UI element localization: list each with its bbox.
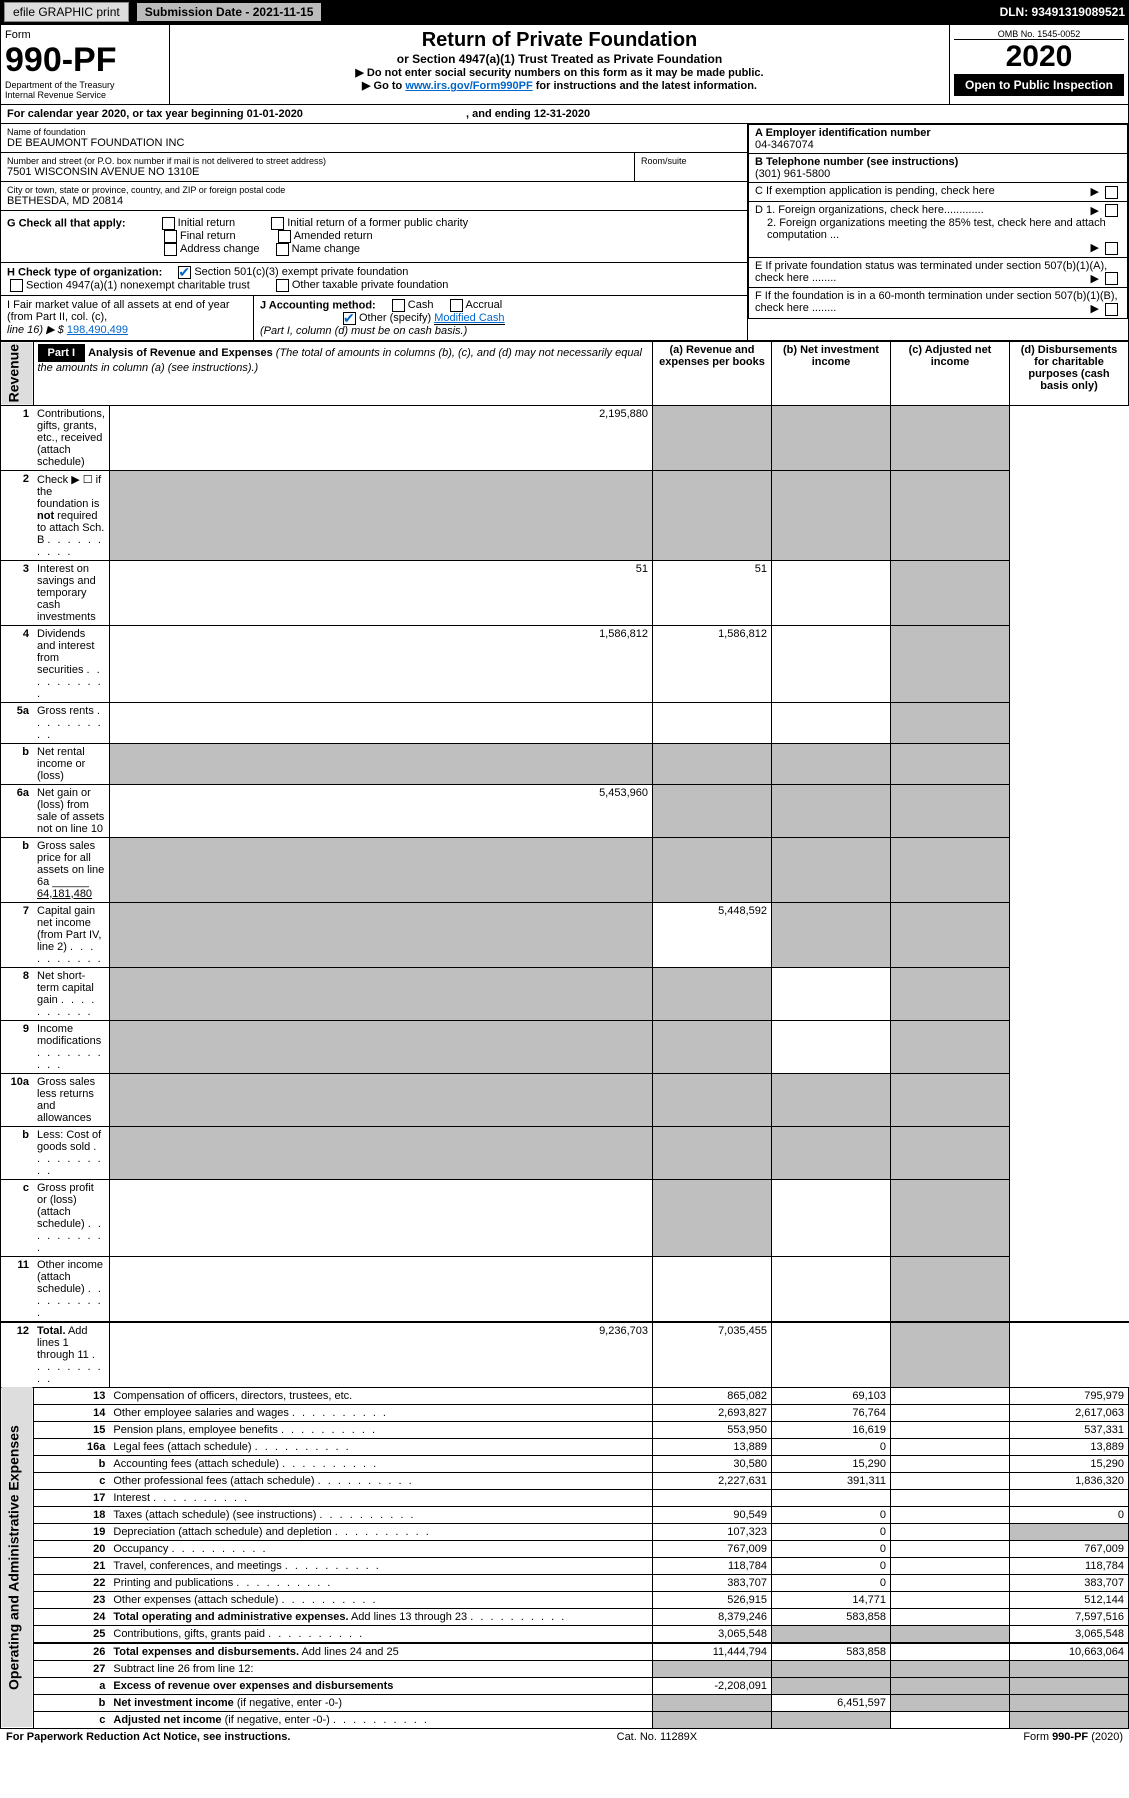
g-address-checkbox[interactable]: [164, 243, 177, 256]
table-row: aExcess of revenue over expenses and dis…: [1, 1677, 1129, 1694]
table-row: 7Capital gain net income (from Part IV, …: [1, 902, 1129, 967]
table-row: 19Depreciation (attach schedule) and dep…: [1, 1523, 1129, 1540]
instr-ssn: ▶ Do not enter social security numbers o…: [174, 66, 945, 79]
footer: For Paperwork Reduction Act Notice, see …: [0, 1729, 1129, 1745]
table-row: bGross sales price for all assets on lin…: [1, 837, 1129, 902]
table-row: 17Interest: [1, 1489, 1129, 1506]
h-501c3-checkbox[interactable]: [178, 266, 191, 279]
j-accrual-checkbox[interactable]: [450, 299, 463, 312]
col-a: (a) Revenue and expenses per books: [653, 342, 772, 405]
address: 7501 WISCONSIN AVENUE NO 1310E: [7, 166, 628, 178]
form-number: 990-PF: [5, 41, 165, 80]
open-public: Open to Public Inspection: [954, 74, 1124, 96]
table-row: 20Occupancy 767,0090767,009: [1, 1540, 1129, 1557]
box-j: J Accounting method: Cash Accrual Other …: [254, 296, 747, 340]
dept: Department of the Treasury: [5, 80, 165, 90]
table-row: 25Contributions, gifts, grants paid 3,06…: [1, 1625, 1129, 1643]
table-row: 15Pension plans, employee benefits 553,9…: [1, 1421, 1129, 1438]
table-row: 26Total expenses and disbursements. Add …: [1, 1643, 1129, 1661]
box-i: I Fair market value of all assets at end…: [1, 296, 254, 340]
expenses-sidebar: Operating and Administrative Expenses: [1, 1387, 34, 1728]
addr-label: Number and street (or P.O. box number if…: [7, 156, 628, 166]
col-d: (d) Disbursements for charitable purpose…: [1010, 342, 1129, 405]
j-specify[interactable]: Modified Cash: [434, 312, 504, 325]
j-other-checkbox[interactable]: [343, 312, 356, 325]
d2-checkbox[interactable]: [1105, 242, 1118, 255]
part1-table: Revenue Part I Analysis of Revenue and E…: [0, 341, 1129, 1728]
table-row: 10aGross sales less returns and allowanc…: [1, 1073, 1129, 1126]
submission-date: Submission Date - 2021-11-15: [137, 3, 322, 21]
table-row: cOther professional fees (attach schedul…: [1, 1472, 1129, 1489]
part1-label: Part I: [38, 344, 86, 362]
table-row: 6aNet gain or (loss) from sale of assets…: [1, 784, 1129, 837]
table-row: bNet investment income (if negative, ent…: [1, 1694, 1129, 1711]
g-amended-checkbox[interactable]: [278, 230, 291, 243]
top-bar: efile GRAPHIC print Submission Date - 20…: [0, 0, 1129, 24]
table-row: 16aLegal fees (attach schedule) 13,88901…: [1, 1438, 1129, 1455]
table-row: 1Contributions, gifts, grants, etc., rec…: [1, 405, 1129, 470]
table-row: bAccounting fees (attach schedule) 30,58…: [1, 1455, 1129, 1472]
table-row: 9Income modifications: [1, 1020, 1129, 1073]
table-row: bNet rental income or (loss): [1, 743, 1129, 784]
d1-checkbox[interactable]: [1105, 204, 1118, 217]
dln: DLN: 93491319089521: [1000, 5, 1125, 19]
revenue-sidebar: Revenue: [1, 342, 34, 405]
g-name-checkbox[interactable]: [276, 243, 289, 256]
instr-goto: ▶ Go to www.irs.gov/Form990PF for instru…: [174, 79, 945, 92]
col-b: (b) Net investment income: [772, 342, 891, 405]
table-row: cGross profit or (loss) (attach schedule…: [1, 1179, 1129, 1256]
room-label: Room/suite: [641, 156, 741, 166]
irs-link[interactable]: www.irs.gov/Form990PF: [405, 80, 532, 92]
f-checkbox[interactable]: [1105, 303, 1118, 316]
table-row: 23Other expenses (attach schedule) 526,9…: [1, 1591, 1129, 1608]
table-row: bLess: Cost of goods sold: [1, 1126, 1129, 1179]
g-initial-checkbox[interactable]: [162, 217, 175, 230]
box-h: H Check type of organization: Section 50…: [1, 262, 747, 295]
e-checkbox[interactable]: [1105, 272, 1118, 285]
tax-year: 2020: [954, 40, 1124, 74]
j-cash-checkbox[interactable]: [392, 299, 405, 312]
name-label: Name of foundation: [7, 127, 741, 137]
irs: Internal Revenue Service: [5, 90, 165, 100]
table-row: 18Taxes (attach schedule) (see instructi…: [1, 1506, 1129, 1523]
table-row: cAdjusted net income (if negative, enter…: [1, 1711, 1129, 1728]
table-row: 14Other employee salaries and wages 2,69…: [1, 1404, 1129, 1421]
table-row: 21Travel, conferences, and meetings 118,…: [1, 1557, 1129, 1574]
g-final-checkbox[interactable]: [164, 230, 177, 243]
form-label: Form: [5, 29, 165, 41]
table-row: 2Check ▶ ☐ if the foundation is not requ…: [1, 470, 1129, 560]
h-other-checkbox[interactable]: [276, 279, 289, 292]
table-row: 27Subtract line 26 from line 12:: [1, 1660, 1129, 1677]
c-checkbox[interactable]: [1105, 186, 1118, 199]
table-row: 22Printing and publications 383,7070383,…: [1, 1574, 1129, 1591]
city: BETHESDA, MD 20814: [7, 195, 741, 207]
calendar-year: For calendar year 2020, or tax year begi…: [0, 105, 1129, 124]
table-row: 12Total. Add lines 1 through 11 9,236,70…: [1, 1322, 1129, 1388]
table-row: 24Total operating and administrative exp…: [1, 1608, 1129, 1625]
table-row: 3Interest on savings and temporary cash …: [1, 560, 1129, 625]
table-row: 5aGross rents: [1, 702, 1129, 743]
table-row: 11Other income (attach schedule): [1, 1256, 1129, 1322]
table-row: 8Net short-term capital gain: [1, 967, 1129, 1020]
city-label: City or town, state or province, country…: [7, 185, 741, 195]
foundation-name: DE BEAUMONT FOUNDATION INC: [7, 137, 741, 149]
omb: OMB No. 1545-0052: [954, 29, 1124, 40]
entity-block: Name of foundation DE BEAUMONT FOUNDATIO…: [0, 124, 1129, 341]
form-title: Return of Private Foundation: [174, 29, 945, 52]
col-c: (c) Adjusted net income: [891, 342, 1010, 405]
form-subtitle: or Section 4947(a)(1) Trust Treated as P…: [174, 52, 945, 66]
h-4947-checkbox[interactable]: [10, 279, 23, 292]
right-info-table: A Employer identification number04-34670…: [748, 124, 1128, 319]
g-initial-former-checkbox[interactable]: [271, 217, 284, 230]
table-row: Operating and Administrative Expenses13C…: [1, 1387, 1129, 1404]
form-header: Form 990-PF Department of the Treasury I…: [0, 24, 1129, 105]
fmv-link[interactable]: 198,490,499: [67, 324, 128, 336]
efile-print-button[interactable]: efile GRAPHIC print: [4, 2, 129, 22]
table-row: 4Dividends and interest from securities …: [1, 625, 1129, 702]
box-g: G Check all that apply: Initial return I…: [1, 210, 747, 262]
